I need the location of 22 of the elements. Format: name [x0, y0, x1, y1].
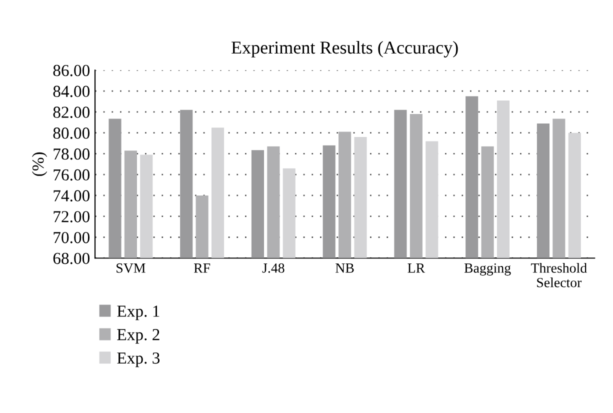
- y-tick-label: 78.00: [54, 148, 90, 160]
- y-tick-label: 80.00: [53, 128, 90, 139]
- x-tick-label: Bagging: [464, 263, 511, 276]
- x-tick-label: SVM: [116, 263, 146, 273]
- chart-title: Experiment Results (Accuracy): [232, 41, 458, 58]
- x-tick-label: LR: [408, 264, 426, 273]
- x-tick-label: Threshold Selector: [531, 262, 587, 288]
- y-tick-label: 86.00: [53, 64, 90, 76]
- y-tick-label: 84.00: [53, 86, 90, 98]
- x-tick-label: RF: [194, 264, 210, 273]
- legend-label: Exp. 2: [117, 329, 160, 344]
- y-axis-title: (%): [32, 152, 48, 176]
- y-tick-label: 76.00: [54, 169, 90, 181]
- y-tick-label: 82.00: [53, 106, 90, 118]
- x-tick-label: J.48: [262, 263, 284, 273]
- y-tick-label: 70.00: [54, 232, 90, 244]
- legend-label: Exp. 1: [117, 306, 160, 320]
- legend-label: Exp. 3: [117, 352, 160, 368]
- y-tick-label: 74.00: [54, 190, 90, 202]
- y-tick-label: 68.00: [53, 252, 90, 264]
- x-tick-label: NB: [336, 264, 354, 273]
- y-tick-label: 72.00: [54, 211, 90, 222]
